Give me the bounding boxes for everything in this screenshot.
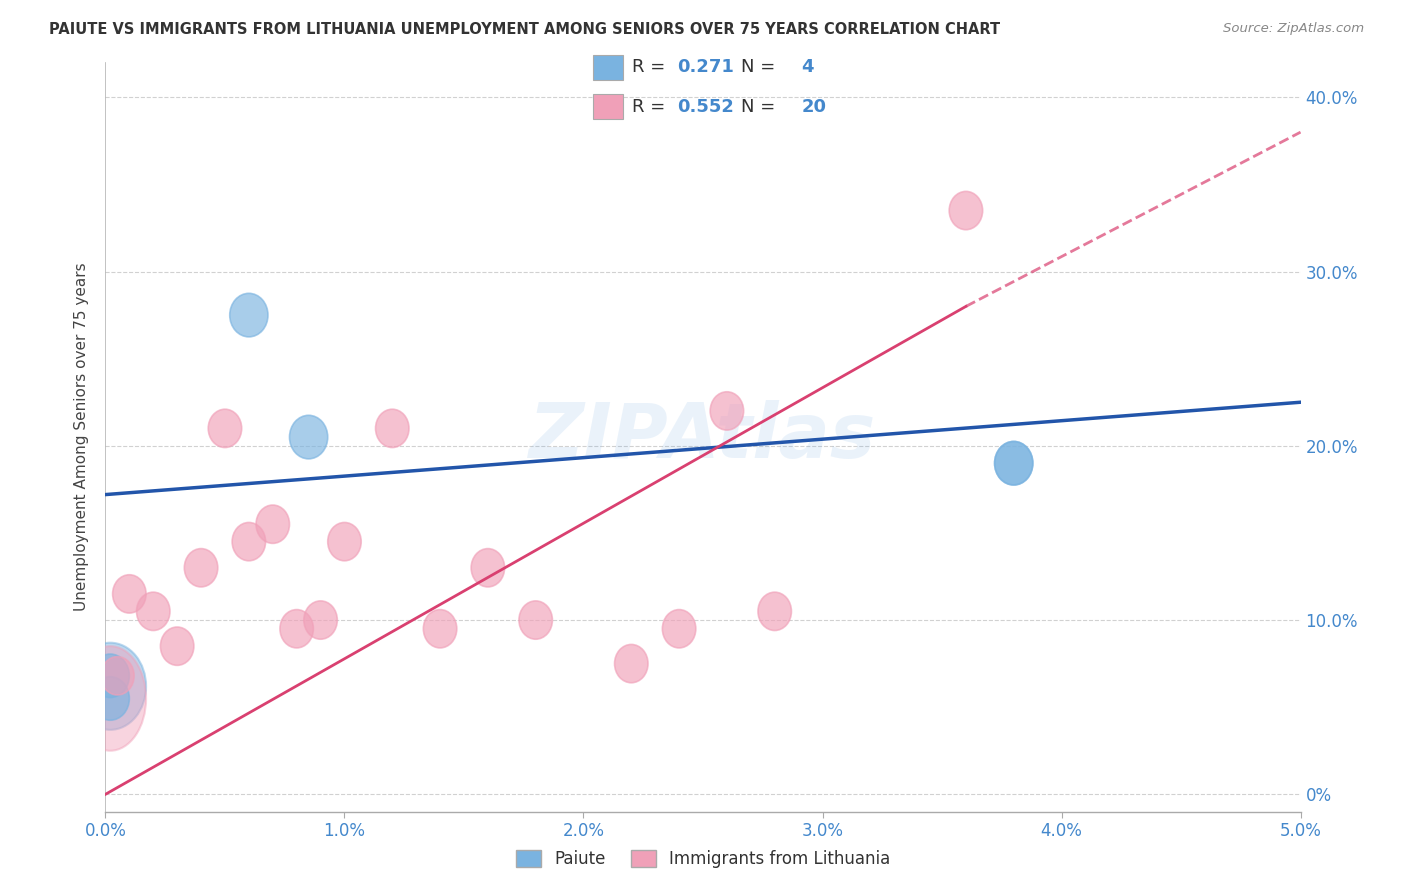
Ellipse shape <box>112 574 146 613</box>
Ellipse shape <box>375 409 409 448</box>
Ellipse shape <box>994 442 1033 485</box>
Ellipse shape <box>471 549 505 587</box>
Text: R =: R = <box>631 98 665 116</box>
Ellipse shape <box>423 609 457 648</box>
Ellipse shape <box>91 677 129 720</box>
Ellipse shape <box>136 592 170 631</box>
FancyBboxPatch shape <box>592 54 623 80</box>
Ellipse shape <box>290 416 328 458</box>
Ellipse shape <box>101 657 134 695</box>
Y-axis label: Unemployment Among Seniors over 75 years: Unemployment Among Seniors over 75 years <box>75 263 90 611</box>
Ellipse shape <box>994 442 1033 485</box>
Ellipse shape <box>280 609 314 648</box>
Ellipse shape <box>91 654 129 698</box>
Ellipse shape <box>614 644 648 682</box>
Ellipse shape <box>710 392 744 430</box>
Ellipse shape <box>662 609 696 648</box>
Ellipse shape <box>304 601 337 640</box>
Ellipse shape <box>229 293 269 337</box>
Ellipse shape <box>208 409 242 448</box>
Text: 0.271: 0.271 <box>678 58 734 76</box>
Legend: Paiute, Immigrants from Lithuania: Paiute, Immigrants from Lithuania <box>509 843 897 874</box>
Text: 20: 20 <box>801 98 827 116</box>
Ellipse shape <box>184 549 218 587</box>
Text: 0.552: 0.552 <box>678 98 734 116</box>
Ellipse shape <box>160 627 194 665</box>
Text: 4: 4 <box>801 58 814 76</box>
Text: PAIUTE VS IMMIGRANTS FROM LITHUANIA UNEMPLOYMENT AMONG SENIORS OVER 75 YEARS COR: PAIUTE VS IMMIGRANTS FROM LITHUANIA UNEM… <box>49 22 1000 37</box>
Ellipse shape <box>256 505 290 543</box>
Ellipse shape <box>328 523 361 561</box>
Ellipse shape <box>75 643 146 730</box>
Text: R =: R = <box>631 58 665 76</box>
Text: ZIPAtlas: ZIPAtlas <box>529 401 877 474</box>
Ellipse shape <box>232 523 266 561</box>
Ellipse shape <box>75 646 146 751</box>
Ellipse shape <box>949 192 983 230</box>
Ellipse shape <box>519 601 553 640</box>
Text: Source: ZipAtlas.com: Source: ZipAtlas.com <box>1223 22 1364 36</box>
Text: N =: N = <box>741 98 775 116</box>
Ellipse shape <box>758 592 792 631</box>
Text: N =: N = <box>741 58 775 76</box>
FancyBboxPatch shape <box>592 94 623 120</box>
